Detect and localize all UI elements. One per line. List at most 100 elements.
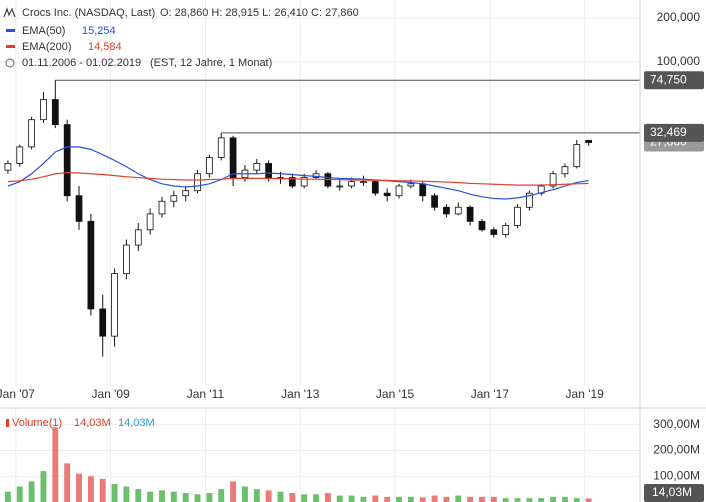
legend-value: 15,254 (82, 25, 116, 37)
volume-bar (514, 498, 521, 502)
volume-bar (111, 483, 118, 502)
candle-body (371, 181, 379, 194)
volume-bar (159, 490, 165, 502)
candle-body (170, 195, 178, 202)
volume-bar (467, 496, 474, 502)
x-tick-label: Jan '19 (566, 387, 605, 401)
volume-bar (289, 492, 296, 502)
volume-legend: Volume(1) 14,03M 14,03M (6, 417, 155, 429)
volume-bar (40, 471, 47, 502)
legend-value: 14,03M (74, 417, 111, 429)
chart-title: Crocs Inc. (NASDAQ, Last) (22, 7, 155, 19)
ema-line (7, 172, 589, 186)
volume-bar (561, 496, 568, 502)
candle-body (526, 192, 533, 208)
candle-body (16, 146, 24, 164)
volume-bar (99, 478, 106, 502)
volume-bar (64, 463, 71, 502)
volume-bar (28, 481, 35, 502)
volume-bar (301, 494, 308, 502)
clock-icon (5, 58, 15, 68)
volume-bar (396, 496, 402, 502)
candle-body (419, 183, 427, 197)
candle-body (336, 185, 344, 188)
ohlc: O: 28,860 H: 28,915 L: 26,410 C: 27,860 (160, 7, 359, 19)
chart-icon (3, 7, 16, 18)
legend-label: EMA(200) (22, 41, 72, 53)
volume-bar (277, 491, 284, 502)
candle-body (194, 173, 201, 192)
volume-bar (241, 486, 248, 502)
candle-body (514, 206, 521, 226)
grid (0, 0, 640, 502)
candle-body (75, 195, 83, 222)
volume-bar (265, 490, 272, 502)
volume-bar (170, 491, 177, 502)
volume-bar (526, 498, 533, 502)
volume-bar (538, 498, 545, 502)
volume-bar (585, 498, 592, 502)
candle-body (265, 163, 273, 178)
volume-label-box (644, 484, 704, 502)
y-tick-label: 100,000 (657, 54, 701, 68)
volume-bar (550, 496, 557, 502)
price-label: 74,750 (650, 72, 687, 86)
candle-body (288, 177, 296, 187)
candle-body (454, 206, 462, 215)
candle-body (158, 200, 166, 215)
volume-bar (253, 489, 260, 502)
volume-bar (573, 498, 580, 502)
legend-label: EMA(50) (22, 25, 65, 37)
candle-body (4, 163, 12, 171)
volume-bar (372, 495, 379, 502)
candle-body (549, 173, 557, 187)
volume-bar (490, 496, 497, 502)
candle-body (502, 225, 510, 235)
volume-label: 14,03M (652, 485, 692, 499)
candle-body (51, 99, 59, 126)
x-tick-label: Jan '09 (91, 387, 130, 401)
candle-body (561, 166, 569, 175)
volume-bar (87, 476, 94, 502)
legend-value: 14,584 (88, 41, 122, 53)
volume-bar (16, 486, 23, 502)
x-tick-label: Jan '11 (187, 387, 225, 401)
legend-swatch (6, 419, 9, 427)
candle-body (206, 157, 213, 175)
volume-bar (455, 495, 462, 502)
candle-body (63, 124, 71, 197)
candle-body (229, 137, 237, 178)
volume-bar (4, 491, 11, 502)
volume-bar (52, 427, 59, 502)
candle-body (99, 308, 107, 337)
volume-bar (384, 496, 391, 502)
volume-bar (336, 495, 343, 502)
candle-body (134, 229, 142, 246)
price-label-box (644, 123, 704, 142)
candle-body (383, 192, 391, 197)
x-tick-label: Jan '17 (471, 387, 510, 401)
legend-swatch (6, 29, 15, 32)
x-tick-label: Jan '13 (281, 387, 320, 401)
price-label: 32,469 (650, 125, 687, 139)
volume-bar (419, 497, 426, 502)
candle-body (111, 273, 118, 337)
volume-bar (147, 491, 154, 502)
price-label-box (644, 71, 704, 90)
candle-body (478, 220, 486, 231)
candle-body (407, 183, 415, 187)
volume-bar (431, 495, 438, 502)
y-tick-label: 100,00M (653, 468, 700, 482)
x-tick-label: Jan '07 (0, 387, 35, 401)
volume-bar (348, 495, 355, 502)
ema-line (7, 146, 589, 200)
volume-bar (324, 492, 331, 502)
volume-bar (443, 496, 450, 502)
candle-body (217, 137, 225, 158)
y-tick-label: 200,000 (657, 10, 701, 24)
candle-body (348, 181, 355, 187)
legend-value: 14,03M (118, 417, 155, 429)
volume-bar (360, 496, 367, 502)
candle-body (300, 177, 308, 187)
